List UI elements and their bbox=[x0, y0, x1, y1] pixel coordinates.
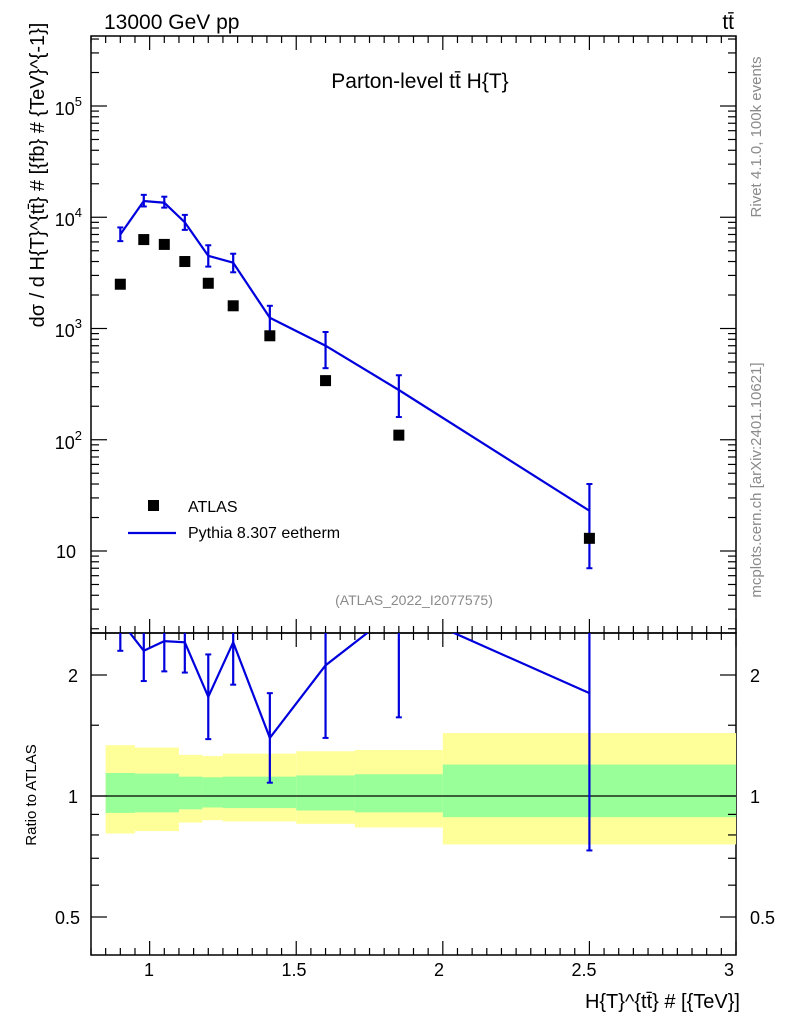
main-ylabel: dσ / d H{T}^{tt̄} # [{fb} # {TeV}^{-1}] bbox=[27, 23, 49, 328]
ratio-ytick-1-left: 1 bbox=[68, 787, 78, 807]
ratio-band-stat bbox=[354, 774, 443, 813]
ratio-band-stat bbox=[178, 776, 203, 810]
mcplots-label: mcplots.cern.ch [arXiv:2401.10621] bbox=[748, 362, 765, 597]
atlas-point bbox=[583, 532, 595, 544]
ratio-band-stat bbox=[202, 777, 223, 808]
atlas-point bbox=[114, 278, 126, 290]
ratio-band-stat bbox=[105, 773, 135, 813]
ratio-uncertainty-bands bbox=[91, 733, 736, 845]
ratio-ytick-2-right: 2 bbox=[750, 666, 760, 686]
atlas-point bbox=[393, 429, 405, 441]
pythia-ratio-line bbox=[128, 633, 590, 741]
ytick-1e4: 104 bbox=[55, 205, 82, 230]
xtick-1: 1 bbox=[144, 960, 154, 980]
ratio-curve-group bbox=[117, 633, 593, 852]
atlas-point bbox=[179, 256, 191, 268]
ytick-1e3: 103 bbox=[55, 316, 82, 341]
ytick-10: 10 bbox=[56, 542, 76, 562]
ratio-band-stat bbox=[222, 776, 297, 809]
atlas-point bbox=[227, 300, 239, 312]
ytick-1e2: 102 bbox=[55, 428, 82, 453]
ratio-ytick-05-left: 0.5 bbox=[55, 908, 80, 928]
atlas-point bbox=[202, 277, 214, 289]
main-panel-frame bbox=[90, 35, 737, 634]
ratio-ytick-1-right: 1 bbox=[750, 787, 760, 807]
atlas-point bbox=[264, 330, 276, 342]
atlas-point bbox=[158, 238, 170, 250]
rivet-label: Rivet 4.1.0, 100k events bbox=[748, 57, 765, 218]
xtick-3: 3 bbox=[724, 960, 734, 980]
xtick-2: 2 bbox=[434, 960, 444, 980]
ratio-band-stat bbox=[134, 773, 179, 813]
ratio-ylabel: Ratio to ATLAS bbox=[23, 744, 40, 845]
data-marks bbox=[114, 193, 595, 852]
analysis-tag: (ATLAS_2022_I2077575) bbox=[335, 592, 493, 608]
main-title: Parton-level tt̄ H{T} bbox=[331, 70, 508, 93]
legend-pythia-label: Pythia 8.307 eetherm bbox=[188, 525, 340, 542]
ratio-ytick-05-right: 0.5 bbox=[750, 908, 775, 928]
axis-ticks bbox=[90, 36, 737, 955]
x-axis-label: H{T}^{tt̄} # [{TeV}] bbox=[585, 991, 740, 1013]
header-left: 13000 GeV pp bbox=[104, 11, 239, 34]
ratio-band-stat bbox=[296, 775, 355, 811]
header-right: tt̄ bbox=[722, 11, 734, 34]
xtick-1.5: 1.5 bbox=[281, 960, 306, 980]
xtick-2.5: 2.5 bbox=[571, 960, 596, 980]
legend-atlas-label: ATLAS bbox=[188, 499, 238, 516]
atlas-point bbox=[138, 234, 150, 246]
legend-atlas-marker bbox=[148, 500, 159, 511]
pythia-line bbox=[119, 199, 590, 512]
ytick-1e5: 105 bbox=[55, 94, 82, 119]
atlas-point bbox=[320, 375, 332, 387]
ratio-ytick-2-left: 2 bbox=[68, 666, 78, 686]
